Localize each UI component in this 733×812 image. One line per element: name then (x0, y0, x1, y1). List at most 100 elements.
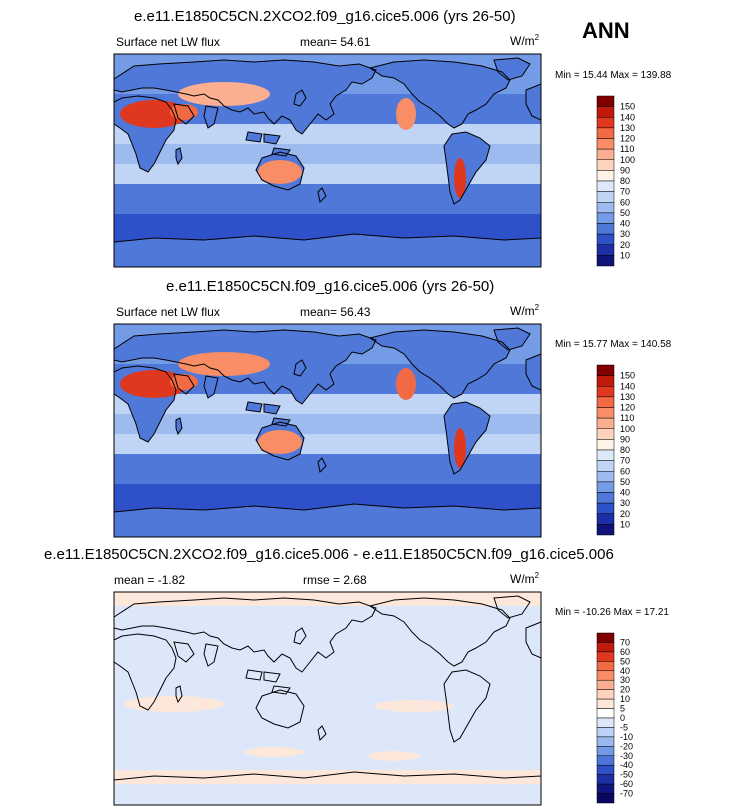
colorbar-tick-label: 110 (620, 144, 634, 154)
colorbar-tick-label: -40 (620, 760, 633, 770)
colorbar-swatch (596, 212, 615, 224)
colorbar-tick-label: 70 (620, 637, 630, 647)
colorbar-tick-label: 30 (620, 675, 630, 685)
colorbar-tick-label: 0 (620, 713, 625, 723)
colorbar-tick-label: 120 (620, 134, 635, 144)
tropic-band (114, 414, 541, 434)
colorbar-swatch (596, 492, 615, 504)
map-frame (113, 53, 542, 268)
tropic-band (114, 144, 541, 164)
colorbar-swatch (596, 138, 615, 150)
colorbar-tick-label: 130 (620, 123, 635, 133)
colorbar-swatch (596, 223, 615, 235)
colorbar-swatch (596, 180, 615, 192)
panel-1-variable: Surface net LW flux (116, 35, 220, 49)
colorbar-tick-label: 150 (620, 371, 635, 381)
panel-2-map (113, 323, 542, 538)
colorbar-swatch (596, 471, 615, 483)
colorbar-swatch (596, 95, 615, 107)
colorbar-tick-label: -30 (620, 751, 633, 761)
panel-2-units: W/m2 (510, 303, 540, 318)
colorbar-tick-label: 10 (620, 694, 630, 704)
andes-hot (454, 158, 466, 198)
colorbar-tick-label: 20 (620, 685, 630, 695)
colorbar-tick-label: 100 (620, 155, 635, 165)
colorbar-swatch (596, 717, 615, 728)
colorbar-tick-label: 60 (620, 647, 630, 657)
colorbar-swatch (596, 746, 615, 757)
panel-3-mean: mean = -1.82 (114, 573, 186, 587)
colorbar-tick-label: 80 (620, 176, 630, 186)
sh-warm-1 (244, 747, 304, 757)
colorbar-swatch (596, 170, 615, 182)
colorbar-tick-label: 80 (620, 445, 630, 455)
colorbar-tick-label: 50 (620, 208, 630, 218)
panel-1-mean: mean= 54.61 (300, 35, 371, 49)
colorbar-tick-label: 130 (620, 392, 635, 402)
central-asia-hot (178, 352, 270, 376)
colorbar-swatch (596, 481, 615, 493)
colorbar-swatch (596, 255, 615, 267)
panel-2-minmax: Min = 15.77 Max = 140.58 (555, 339, 672, 350)
panel-1-map (113, 53, 542, 268)
colorbar-swatch (596, 460, 615, 472)
panel-2-mean: mean= 56.43 (300, 305, 371, 319)
pacific-warm (374, 700, 454, 712)
colorbar-tick-label: 140 (620, 112, 635, 122)
colorbar-swatch (596, 364, 615, 376)
colorbar-tick-label: 120 (620, 403, 635, 413)
sahara-hot (120, 100, 188, 128)
colorbar-swatch (596, 375, 615, 387)
colorbar-swatch (596, 670, 615, 681)
arctic-warm-band (114, 592, 541, 606)
map-frame (113, 591, 542, 806)
panel-1-minmax: Min = 15.44 Max = 139.88 (555, 70, 672, 81)
colorbar-swatch (596, 417, 615, 429)
colorbar-swatch (596, 159, 615, 171)
sahara-hot (120, 370, 188, 398)
panel-1-title: e.e11.E1850C5CN.2XCO2.f09_g16.cice5.006 … (134, 8, 516, 25)
colorbar-tick-label: 30 (620, 229, 630, 239)
sh-warm-2 (368, 751, 420, 761)
colorbar-tick-label: 20 (620, 240, 630, 250)
colorbar-swatch (596, 127, 615, 139)
colorbar-tick-label: 70 (620, 456, 630, 466)
colorbar-swatch (596, 106, 615, 118)
colorbar-swatch (596, 449, 615, 461)
colorbar-swatch (596, 191, 615, 203)
colorbar-swatch (596, 117, 615, 129)
colorbar-swatch (596, 244, 615, 256)
colorbar-swatch (596, 774, 615, 785)
colorbar-tick-label: 50 (620, 477, 630, 487)
southern-warm-band (114, 770, 541, 784)
colorbar-tick-label: 100 (620, 424, 635, 434)
na-west-hot (396, 368, 416, 400)
colorbar-swatch (596, 689, 615, 700)
andes-hot (454, 428, 466, 468)
colorbar-swatch (596, 202, 615, 214)
colorbar-tick-label: -70 (620, 789, 633, 799)
colorbar-tick-label: 60 (620, 197, 630, 207)
colorbar-swatch (596, 764, 615, 775)
colorbar-tick-label: 70 (620, 187, 630, 197)
colorbar-tick-label: 40 (620, 666, 630, 676)
map-frame (113, 323, 542, 538)
panel-2-title: e.e11.E1850C5CN.f09_g16.cice5.006 (yrs 2… (166, 278, 495, 295)
australia-hot (258, 160, 302, 184)
colorbar-swatch (596, 736, 615, 747)
colorbar-tick-label: 140 (620, 381, 635, 391)
colorbar-tick-label: 10 (620, 519, 630, 529)
colorbar-swatch (596, 783, 615, 794)
colorbar-swatch (596, 698, 615, 709)
colorbar-swatch (596, 148, 615, 160)
colorbar-tick-label: -10 (620, 732, 633, 742)
colorbar-tick-label: -5 (620, 722, 628, 732)
panel-3-title: e.e11.E1850C5CN.2XCO2.f09_g16.cice5.006 … (44, 546, 614, 563)
colorbar-swatch (596, 642, 615, 653)
colorbar-tick-label: -60 (620, 779, 633, 789)
colorbar-tick-label: 30 (620, 498, 630, 508)
colorbar-swatch (596, 513, 615, 525)
panel-3-minmax: Min = -10.26 Max = 17.21 (555, 607, 669, 618)
